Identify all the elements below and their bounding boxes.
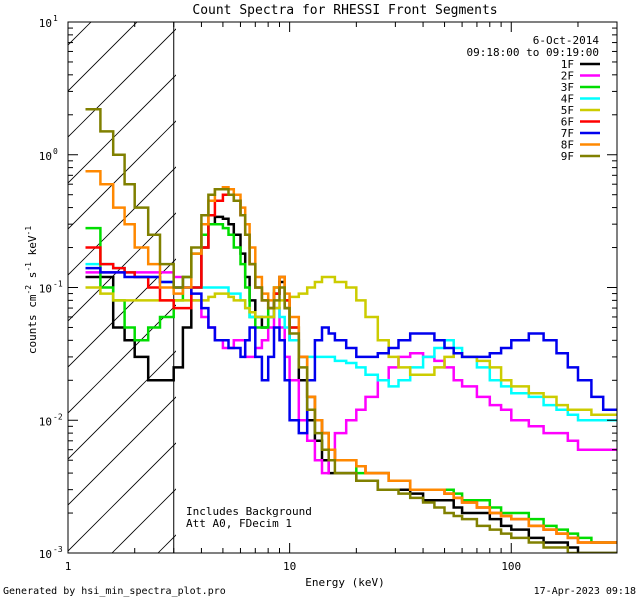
legend-label-2F: 2F <box>561 70 574 83</box>
y-tick-exponent: -3 <box>53 545 63 554</box>
date-label: 6-Oct-2014 <box>533 34 600 47</box>
annotation-background: Includes Background <box>186 505 312 518</box>
x-tick-labels: 1 10 100 <box>65 560 522 573</box>
axis-ticks <box>67 22 618 554</box>
y-tick-label: 10 <box>39 548 52 561</box>
hatch-line <box>68 442 176 552</box>
series-line-7F <box>85 266 617 435</box>
legend-label-7F: 7F <box>561 127 574 140</box>
legend-label-5F: 5F <box>561 104 574 117</box>
y-tick-exponent: 0 <box>53 147 58 156</box>
hatch-line <box>68 74 176 184</box>
x-axis-label: Energy (keV) <box>305 576 384 589</box>
y-tick-exponent: 1 <box>53 14 58 23</box>
y-tick-label: 10 <box>39 150 52 163</box>
y-axis-label: counts cm-2 s-1 keV-1 <box>24 226 39 354</box>
footer-timestamp: 17-Apr-2023 09:18 <box>534 586 636 597</box>
y-tick-exponent: -2 <box>53 412 63 421</box>
legend-label-9F: 9F <box>561 150 574 163</box>
legend-label-1F: 1F <box>561 58 574 71</box>
y-tick-label: 10 <box>39 415 52 428</box>
y-tick-label: 10 <box>39 17 52 30</box>
annotation-attenuator: Att A0, FDecim 1 <box>186 517 292 530</box>
hatch-line <box>68 166 176 276</box>
hatch-line <box>68 28 176 138</box>
y-tick-exponent: -1 <box>53 280 63 289</box>
series-line-5F <box>85 275 617 417</box>
x-tick-label: 100 <box>501 560 521 573</box>
hatch-line <box>68 22 138 92</box>
legend-label-6F: 6F <box>561 116 574 129</box>
chart-title: Count Spectra for RHESSI Front Segments <box>192 3 497 18</box>
time-range-label: 09:18:00 to 09:19:00 <box>467 46 599 59</box>
footer-generated-by: Generated by hsi_min_spectra_plot.pro <box>3 586 226 597</box>
y-tick-label: 10 <box>39 283 52 296</box>
series-group <box>85 108 617 553</box>
x-tick-label: 10 <box>283 560 296 573</box>
legend-label-3F: 3F <box>561 81 574 94</box>
legend-label-4F: 4F <box>561 93 574 106</box>
series-line-4F <box>85 262 617 422</box>
series-line-9F <box>85 108 617 553</box>
hatch-line <box>68 396 176 506</box>
legend-label-8F: 8F <box>561 139 574 152</box>
x-tick-label: 1 <box>65 560 72 573</box>
